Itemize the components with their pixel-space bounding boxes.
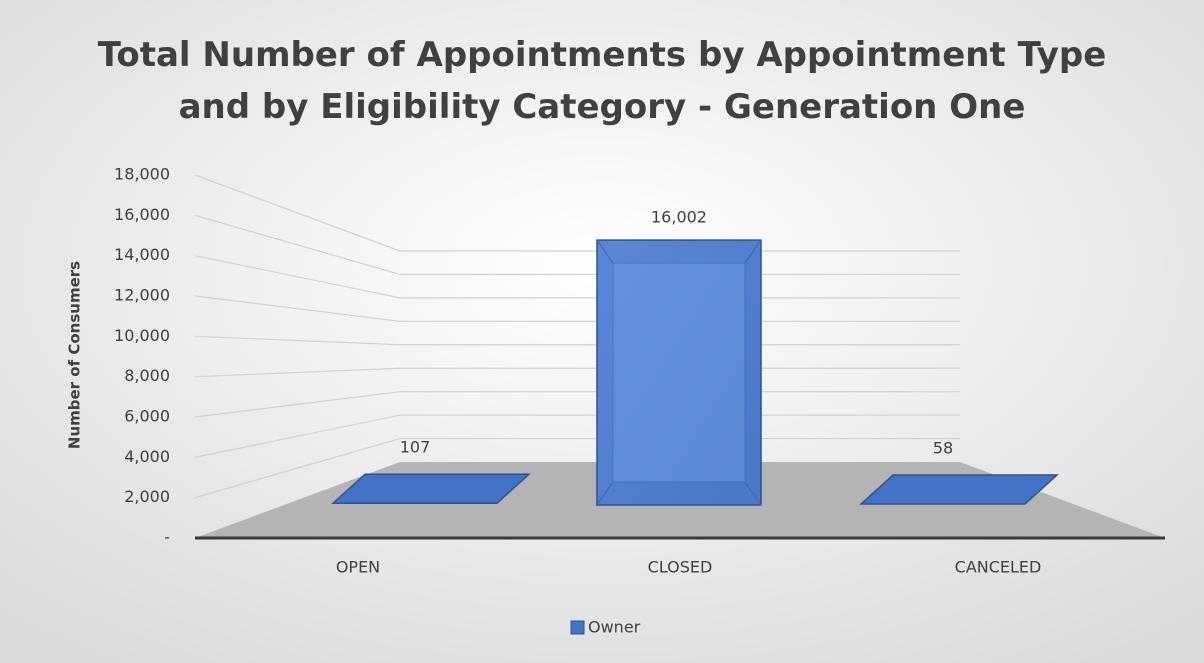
y-tick-label: 18,000 — [114, 165, 170, 184]
bar — [859, 474, 1059, 505]
x-tick-label: CLOSED — [648, 558, 713, 577]
y-axis-title: Number of Consumers — [66, 261, 84, 449]
grid-line — [194, 414, 960, 458]
bar-top — [859, 474, 1059, 505]
legend-swatch — [570, 620, 585, 635]
x-tick-label: OPEN — [336, 558, 380, 577]
grid-line — [194, 295, 960, 322]
legend-label: Owner — [588, 618, 641, 637]
grid-line — [194, 174, 960, 252]
grid-line — [194, 367, 960, 378]
y-tick-label: 12,000 — [114, 286, 170, 305]
chart-title: Total Number of Appointments by Appointm… — [98, 35, 1107, 127]
grid-line — [194, 391, 960, 418]
data-label: 58 — [933, 439, 953, 458]
bar — [331, 473, 531, 504]
bar — [596, 239, 762, 506]
grid-line — [194, 214, 960, 276]
grid-line — [194, 437, 960, 499]
y-tick-label: 10,000 — [114, 326, 170, 345]
data-label: 16,002 — [651, 208, 707, 227]
grid-line — [194, 335, 960, 346]
y-tick-label: 16,000 — [114, 205, 170, 224]
y-tick-label: 6,000 — [124, 407, 170, 426]
bar-edges — [596, 239, 762, 506]
y-tick-label: - — [164, 528, 170, 547]
y-tick-label: 4,000 — [124, 447, 170, 466]
grid-line — [194, 255, 960, 299]
y-tick-label: 8,000 — [124, 366, 170, 385]
data-label: 107 — [400, 438, 431, 457]
y-tick-label: 14,000 — [114, 245, 170, 264]
bar-inner — [612, 262, 746, 483]
y-tick-label: 2,000 — [124, 487, 170, 506]
x-tick-label: CANCELED — [955, 558, 1042, 577]
bar-top — [331, 473, 531, 504]
